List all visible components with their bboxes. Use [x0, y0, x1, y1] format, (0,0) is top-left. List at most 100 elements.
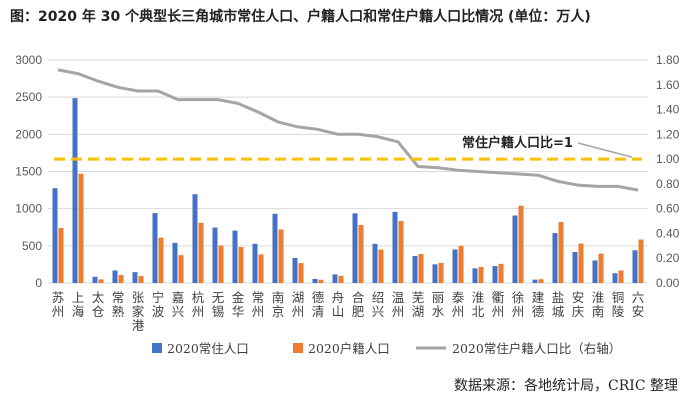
bar-resident-13 — [312, 278, 318, 283]
category-label: 湖州 — [292, 290, 305, 319]
right-axis-ticks: 0.00 0.20 0.40 0.60 0.80 1.00 1.20 1.40 1.60 1.80 — [656, 53, 680, 290]
category-label: 淮北 — [472, 290, 485, 319]
left-tick-label: 1000 — [15, 202, 42, 216]
category-label: 建德 — [532, 290, 545, 319]
ratio-line-series — [57, 68, 639, 192]
legend-label-resident: 2020常住人口 — [167, 341, 249, 356]
legend-swatch-resident — [152, 343, 162, 353]
bar-registered-7 — [198, 222, 204, 283]
bar-registered-23 — [518, 205, 524, 283]
bar-resident-10 — [252, 243, 258, 283]
bar-resident-27 — [592, 260, 598, 283]
bar-resident-16 — [372, 243, 378, 283]
category-label: 常州 — [252, 290, 265, 319]
category-label: 泰州 — [452, 290, 465, 319]
bar-resident-23 — [512, 215, 518, 283]
bar-registered-10 — [258, 254, 264, 283]
category-label: 嘉兴 — [172, 290, 185, 319]
bar-registered-11 — [278, 229, 284, 283]
bar-registered-18 — [418, 254, 424, 283]
bar-resident-24 — [532, 279, 538, 283]
bar-resident-3 — [112, 270, 118, 283]
reference-line: 常住户籍人口比=1 — [54, 135, 642, 161]
category-label: 芜湖 — [412, 290, 425, 319]
category-label: 上海 — [72, 290, 85, 319]
bar-resident-7 — [192, 194, 198, 283]
left-tick-label: 500 — [22, 239, 42, 253]
category-label: 衢州 — [492, 290, 505, 319]
bar-registered-2 — [98, 279, 104, 283]
category-label: 德清 — [312, 290, 325, 319]
bar-resident-22 — [492, 266, 498, 283]
right-tick-label: 0.80 — [656, 177, 680, 191]
category-label: 舟山 — [332, 290, 345, 319]
bar-series — [52, 98, 644, 284]
category-label: 丽水 — [432, 290, 445, 319]
bar-registered-16 — [378, 249, 384, 283]
category-label: 绍兴 — [372, 290, 385, 319]
category-label: 无锡 — [212, 290, 225, 319]
bar-resident-12 — [292, 257, 298, 283]
right-tick-label: 1.00 — [656, 152, 680, 166]
bar-registered-25 — [558, 222, 564, 283]
right-tick-label: 0.40 — [656, 226, 680, 240]
legend-label-registered: 2020户籍人口 — [308, 341, 390, 356]
bar-resident-28 — [612, 273, 618, 283]
bar-registered-20 — [458, 245, 464, 283]
bar-registered-5 — [158, 237, 164, 283]
bar-resident-20 — [452, 249, 458, 283]
bar-registered-21 — [478, 267, 484, 283]
bar-resident-29 — [632, 250, 638, 283]
chart-title: 图：2020 年 30 个典型长三角城市常住人口、户籍人口和常住户籍人口比情况 … — [10, 9, 591, 25]
category-label: 淮南 — [592, 290, 605, 319]
category-label: 铜陵 — [612, 290, 625, 319]
ratio-line — [57, 68, 639, 192]
bar-resident-17 — [392, 211, 398, 283]
category-label: 常熟 — [112, 290, 125, 319]
left-tick-label: 1500 — [15, 165, 42, 179]
source-note: 数据来源：各地统计局，CRIC 整理 — [454, 378, 678, 394]
legend-label-ratio: 2020常住户籍人口比（右轴） — [452, 341, 621, 356]
legend-swatch-registered — [293, 343, 303, 353]
left-tick-label: 0 — [35, 276, 42, 290]
bar-registered-17 — [398, 220, 404, 283]
bar-registered-19 — [438, 262, 444, 283]
bar-registered-27 — [598, 253, 604, 283]
bar-resident-1 — [72, 98, 78, 284]
bar-resident-6 — [172, 242, 178, 283]
gridlines — [48, 59, 648, 284]
right-tick-label: 1.20 — [656, 127, 680, 141]
category-label: 盐城 — [552, 290, 565, 319]
bar-resident-19 — [432, 264, 438, 283]
bar-resident-11 — [272, 213, 278, 283]
legend: 2020常住人口 2020户籍人口 2020常住户籍人口比（右轴） — [152, 341, 621, 356]
bar-registered-22 — [498, 263, 504, 283]
right-tick-label: 1.60 — [656, 78, 680, 92]
category-label: 太仓 — [92, 290, 105, 319]
category-label: 六安 — [632, 290, 645, 319]
reference-line-label: 常住户籍人口比=1 — [462, 135, 573, 151]
category-label: 南京 — [272, 290, 285, 319]
bar-resident-25 — [552, 233, 558, 283]
right-tick-label: 1.80 — [656, 53, 680, 67]
reference-callout-line — [577, 142, 633, 158]
bar-registered-1 — [78, 173, 84, 283]
bar-registered-8 — [218, 245, 224, 283]
category-label: 安庆 — [572, 290, 585, 319]
category-label: 张家港 — [132, 290, 145, 333]
bar-resident-26 — [572, 252, 578, 283]
bar-registered-6 — [178, 255, 184, 283]
right-tick-label: 0.00 — [656, 276, 680, 290]
bar-resident-9 — [232, 230, 238, 283]
bar-registered-26 — [578, 243, 584, 283]
left-tick-label: 2000 — [15, 127, 42, 141]
category-label: 杭州 — [192, 290, 205, 319]
bar-registered-13 — [318, 279, 324, 283]
right-tick-label: 0.60 — [656, 202, 680, 216]
bar-registered-9 — [238, 246, 244, 283]
category-label: 徐州 — [512, 290, 525, 319]
bar-registered-29 — [638, 239, 644, 283]
bar-resident-14 — [332, 274, 338, 283]
left-axis-ticks: 0 500 1000 1500 2000 2500 3000 — [15, 53, 42, 290]
